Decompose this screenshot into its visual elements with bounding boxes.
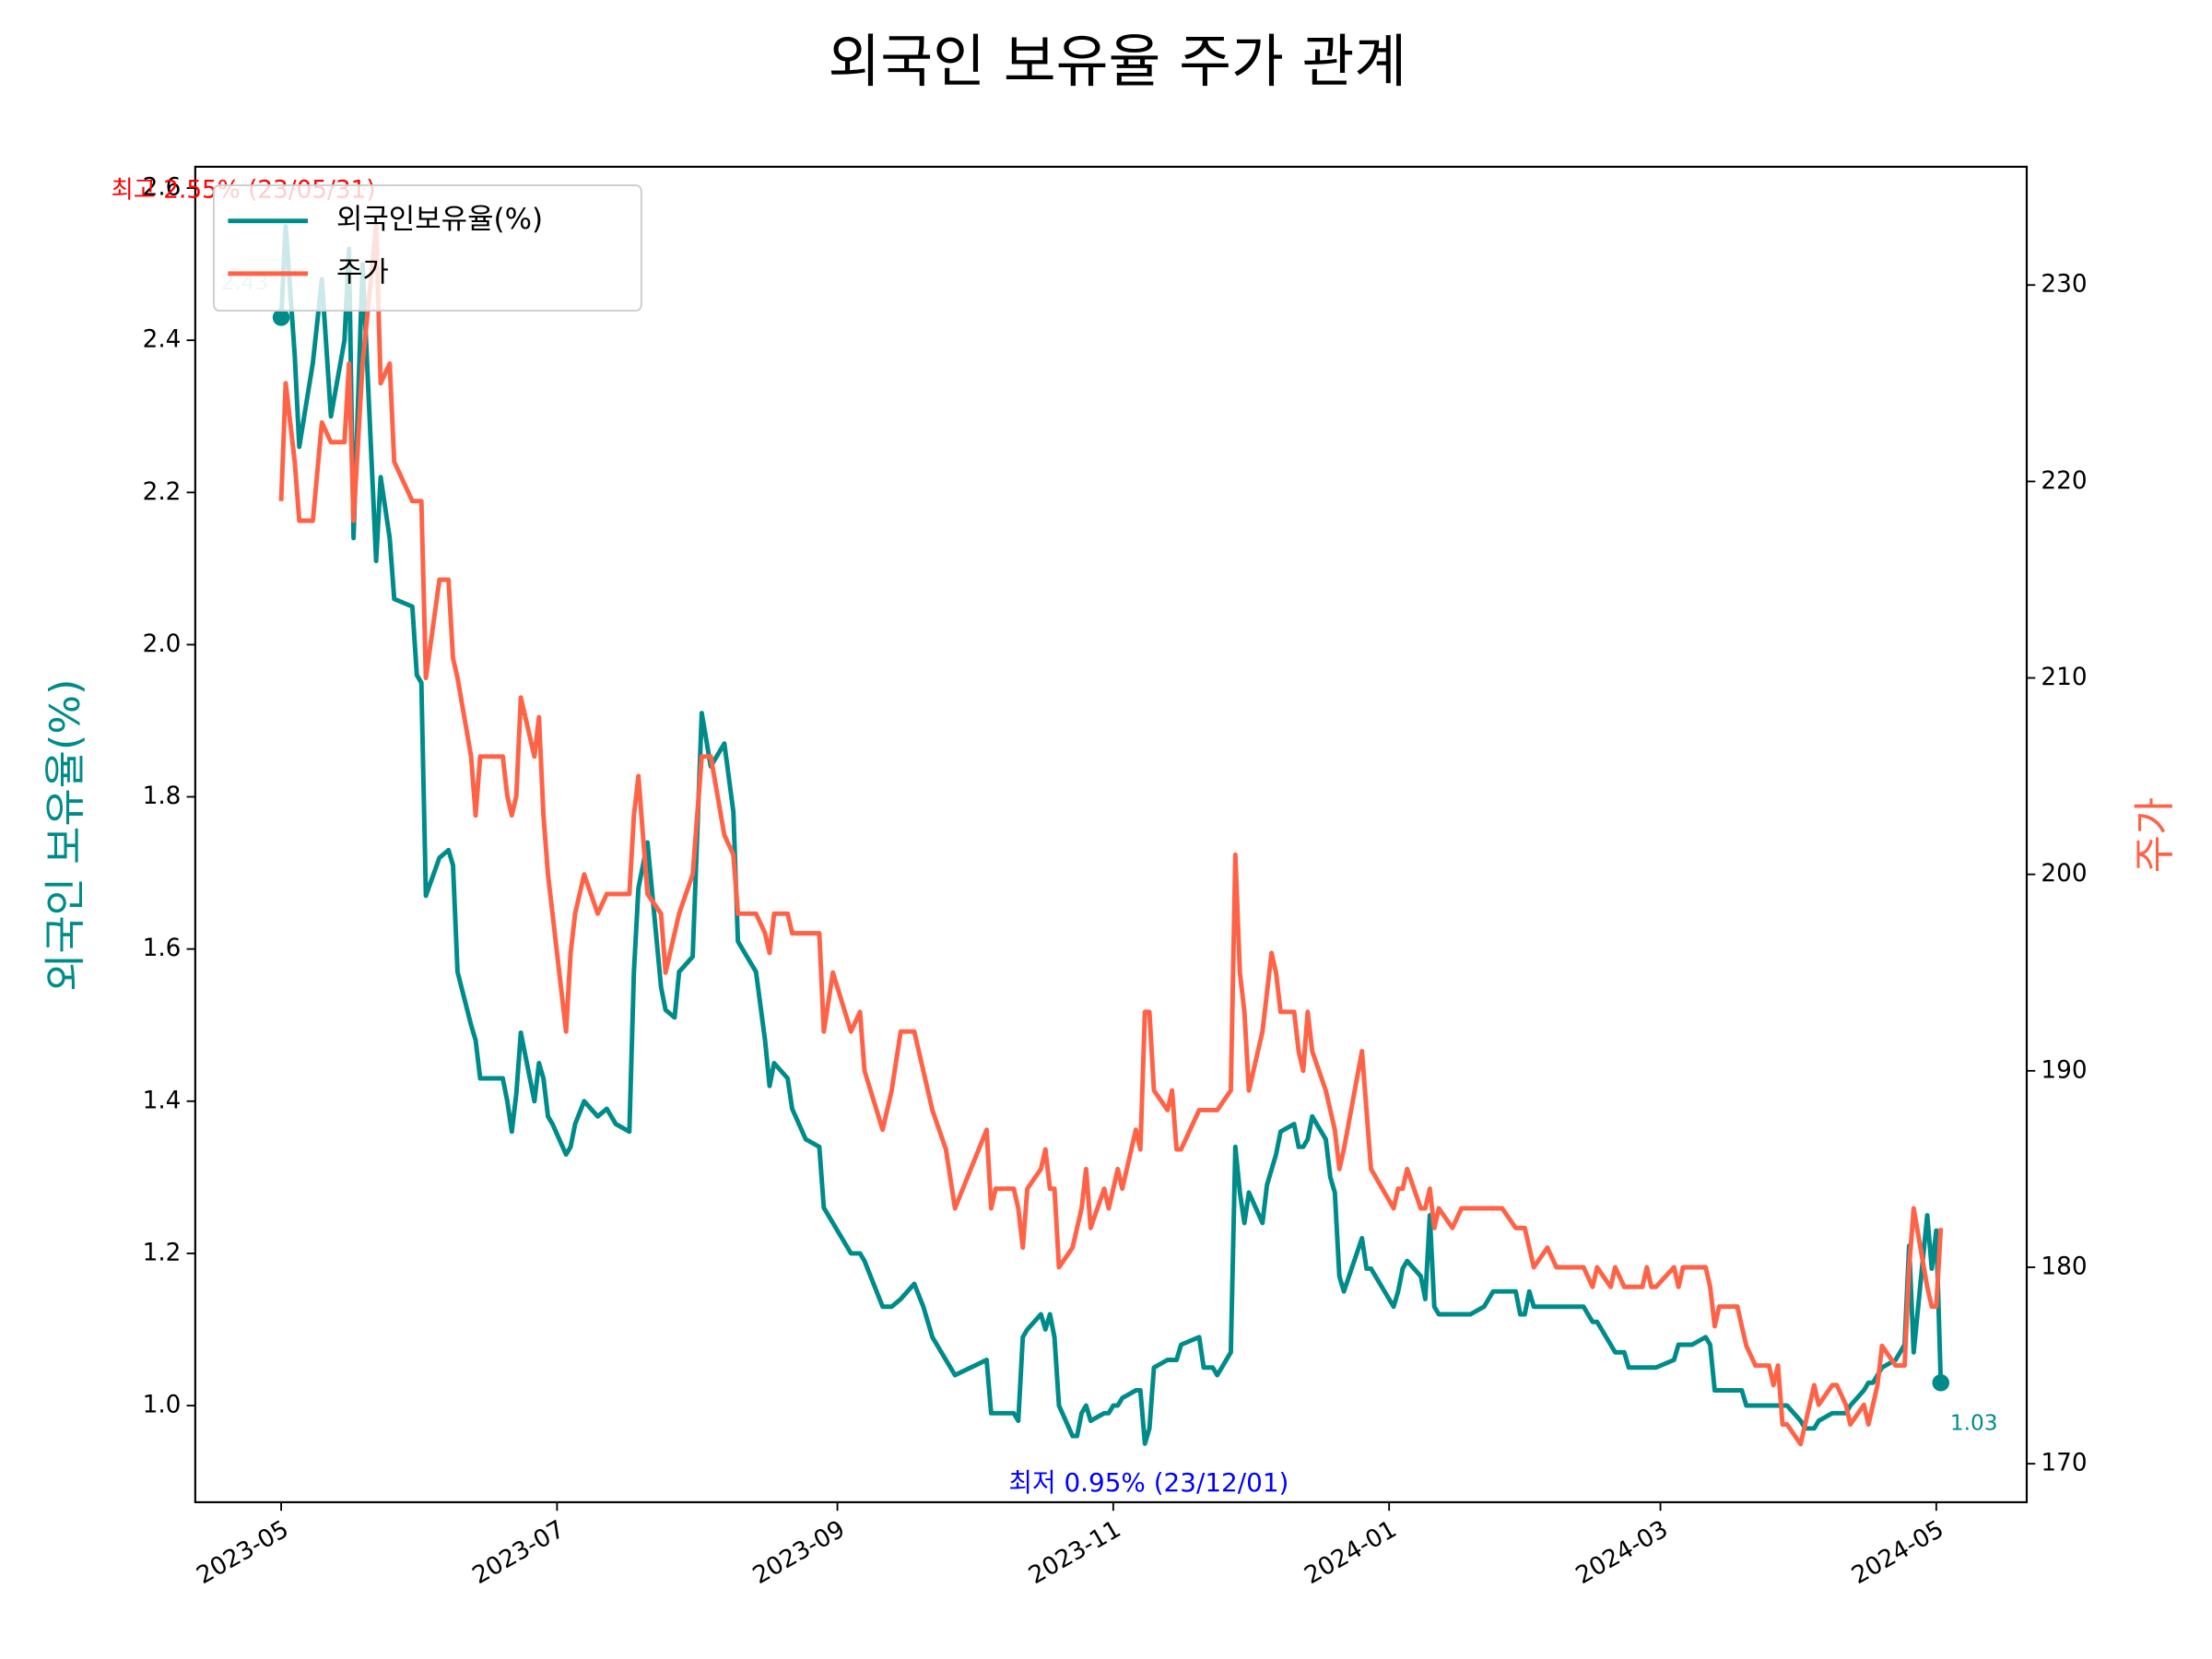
legend-box (213, 184, 642, 312)
plot-frame (194, 165, 2029, 1503)
endpoint-marker (272, 309, 290, 326)
legend: 외국인보유율(%) 주가 (213, 184, 642, 312)
legend-label: 주가 (336, 255, 389, 288)
chart-title: 외국인 보유율 주가 관계 (828, 29, 1406, 95)
y-tick-label: 1.6 (143, 935, 182, 962)
y-tick-label: 1.2 (143, 1239, 182, 1266)
annotation: 최저 0.95% (23/12/01) (1008, 1467, 1288, 1498)
y2-tick-label: 210 (2041, 664, 2087, 691)
y2-tick-label: 170 (2041, 1450, 2087, 1477)
y-tick-label: 1.8 (143, 782, 182, 810)
y2-tick-label: 230 (2041, 271, 2087, 299)
y-tick-label: 2.4 (143, 326, 182, 354)
y2-axis-label: 주가 (2130, 797, 2179, 873)
y2-tick-label: 180 (2041, 1253, 2087, 1280)
y-tick-label: 2.2 (143, 478, 182, 506)
y2-tick-label: 190 (2041, 1056, 2087, 1084)
y-tick-label: 1.4 (143, 1087, 182, 1114)
series-line (278, 223, 1944, 1447)
y-tick-label: 2.6 (143, 174, 182, 202)
y-axis-label: 외국인 보유율(%) (41, 679, 89, 992)
y2-tick-label: 220 (2041, 467, 2087, 495)
y-tick-label: 1.0 (143, 1392, 182, 1419)
endpoint-marker (1932, 1373, 1950, 1392)
y-tick-label: 2.0 (143, 630, 182, 658)
y2-tick-label: 200 (2041, 860, 2087, 888)
annotation: 1.03 (1950, 1410, 1998, 1435)
series-line (278, 223, 1944, 1446)
legend-label: 외국인보유율(%) (336, 203, 543, 236)
